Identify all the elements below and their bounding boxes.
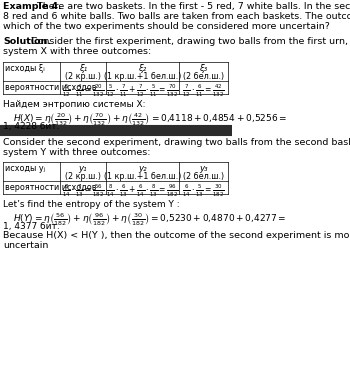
Text: Example 4.: Example 4. bbox=[3, 2, 62, 11]
Text: which of the two experiments should be considered more uncertain?: which of the two experiments should be c… bbox=[3, 22, 330, 31]
Text: $\frac{7}{12}\cdot\frac{6}{11}=\frac{42}{132}$: $\frac{7}{12}\cdot\frac{6}{11}=\frac{42}… bbox=[182, 83, 225, 99]
Text: вероятности исходов: вероятности исходов bbox=[5, 83, 96, 92]
Text: $H(X) = \eta\left(\frac{20}{132}\right) + \eta\left(\frac{70}{132}\right) + \eta: $H(X) = \eta\left(\frac{20}{132}\right) … bbox=[13, 111, 288, 128]
Text: There are two baskets. In the first - 5 red, 7 white balls. In the second -: There are two baskets. In the first - 5 … bbox=[34, 2, 350, 11]
Text: uncertain: uncertain bbox=[3, 241, 49, 250]
Text: 8 red and 6 white balls. Two balls are taken from each baskets. The outcome of: 8 red and 6 white balls. Two balls are t… bbox=[3, 12, 350, 21]
Text: $\frac{5}{12}\cdot\frac{4}{11}=\frac{20}{132}$: $\frac{5}{12}\cdot\frac{4}{11}=\frac{20}… bbox=[62, 83, 104, 99]
Text: Consider the first experiment, drawing two balls from the first urn, as a: Consider the first experiment, drawing t… bbox=[28, 37, 350, 46]
Text: $\frac{8}{14}\cdot\frac{6}{13}+\frac{6}{14}\cdot\frac{8}{13}=\frac{96}{182}$: $\frac{8}{14}\cdot\frac{6}{13}+\frac{6}{… bbox=[106, 183, 178, 199]
Text: Solution.: Solution. bbox=[3, 37, 51, 46]
Text: ξ₂: ξ₂ bbox=[138, 64, 146, 73]
Text: ξ₃: ξ₃ bbox=[199, 64, 208, 73]
Text: (2 кр.ш.): (2 кр.ш.) bbox=[65, 72, 101, 81]
Text: (1 кр.ш.+1 бел.ш.): (1 кр.ш.+1 бел.ш.) bbox=[104, 172, 181, 181]
Text: $\frac{6}{14}\cdot\frac{5}{13}=\frac{30}{182}$: $\frac{6}{14}\cdot\frac{5}{13}=\frac{30}… bbox=[182, 183, 225, 199]
Text: (2 кр.ш.): (2 кр.ш.) bbox=[65, 172, 101, 181]
Text: (2 бел.ш.): (2 бел.ш.) bbox=[183, 172, 224, 181]
Text: Because H(X) < H(Y ), then the outcome of the second experiment is more: Because H(X) < H(Y ), then the outcome o… bbox=[3, 231, 350, 240]
Text: Let’s find the entropy of the system Y :: Let’s find the entropy of the system Y : bbox=[3, 200, 180, 209]
Text: system Y with three outcomes:: system Y with three outcomes: bbox=[3, 148, 151, 157]
Text: исходы yⱼ: исходы yⱼ bbox=[5, 164, 45, 173]
Text: (2 бел.ш.): (2 бел.ш.) bbox=[183, 72, 224, 81]
Text: ξ₁: ξ₁ bbox=[79, 64, 87, 73]
Text: $\frac{8}{14}\cdot\frac{7}{13}=\frac{56}{182}$: $\frac{8}{14}\cdot\frac{7}{13}=\frac{56}… bbox=[62, 183, 104, 199]
Text: Consider the second experiment, drawing two balls from the second basket, as a: Consider the second experiment, drawing … bbox=[3, 138, 350, 147]
Text: 1, 4228 бит.: 1, 4228 бит. bbox=[3, 122, 60, 131]
Text: вероятности исходов: вероятности исходов bbox=[5, 183, 96, 192]
Text: y₁: y₁ bbox=[78, 164, 87, 173]
Text: (1 кр.ш.+1 бел.ш.): (1 кр.ш.+1 бел.ш.) bbox=[104, 72, 181, 81]
Text: y₃: y₃ bbox=[199, 164, 208, 173]
Text: $H(Y) = \eta\left(\frac{56}{182}\right) + \eta\left(\frac{96}{182}\right) + \eta: $H(Y) = \eta\left(\frac{56}{182}\right) … bbox=[13, 211, 287, 228]
Text: system X with three outcomes:: system X with three outcomes: bbox=[3, 47, 152, 56]
Text: $\frac{5}{12}\cdot\frac{7}{11}+\frac{7}{12}\cdot\frac{5}{11}=\frac{70}{132}$: $\frac{5}{12}\cdot\frac{7}{11}+\frac{7}{… bbox=[106, 83, 178, 99]
Text: Найдем энтропию системы X:: Найдем энтропию системы X: bbox=[3, 100, 146, 109]
Text: исходы ξᵢ: исходы ξᵢ bbox=[5, 64, 44, 73]
Text: y₂: y₂ bbox=[138, 164, 147, 173]
Text: 1, 4377 бит.: 1, 4377 бит. bbox=[3, 222, 60, 231]
